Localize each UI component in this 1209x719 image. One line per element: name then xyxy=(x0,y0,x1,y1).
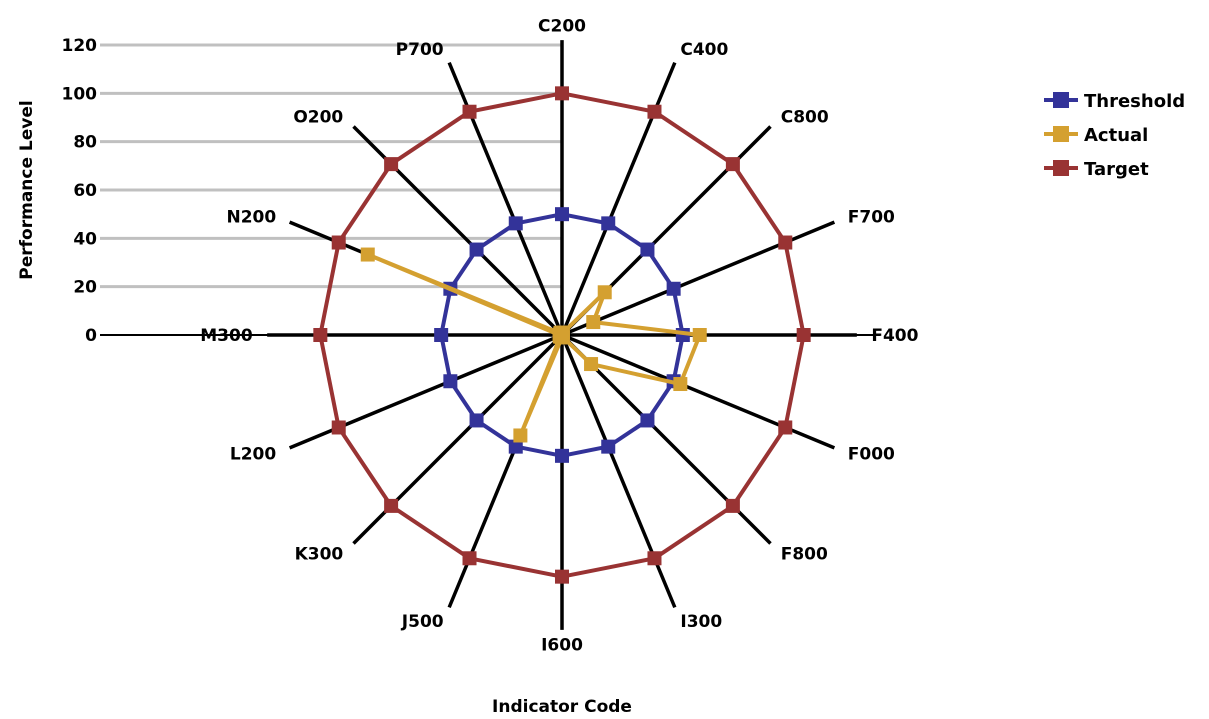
y-tick-label: 120 xyxy=(62,36,98,56)
data-point-target xyxy=(725,157,740,172)
legend-label: Threshold xyxy=(1084,91,1185,112)
legend-label: Target xyxy=(1084,159,1149,180)
data-point-target xyxy=(313,328,328,342)
category-label: F700 xyxy=(848,208,895,228)
data-point-target xyxy=(384,498,399,513)
data-point-actual xyxy=(513,428,528,443)
data-point-target xyxy=(778,235,793,250)
category-label: F800 xyxy=(781,545,828,565)
data-point-target xyxy=(555,86,569,101)
legend-marker xyxy=(1053,126,1069,142)
data-point-threshold xyxy=(508,216,523,231)
category-label: M300 xyxy=(200,326,253,346)
data-point-actual xyxy=(673,377,688,392)
category-label: I600 xyxy=(541,635,583,655)
data-point-threshold xyxy=(469,242,484,257)
legend-label: Actual xyxy=(1084,125,1148,146)
category-label: F000 xyxy=(848,444,895,464)
data-point-target xyxy=(647,551,662,566)
category-label: L200 xyxy=(230,444,276,464)
y-tick-labels: 0 20 40 60 80 100 120 xyxy=(62,36,98,346)
legend-marker xyxy=(1053,92,1069,108)
category-label: N200 xyxy=(226,208,276,228)
data-point-target xyxy=(331,235,346,250)
data-point-target xyxy=(778,420,793,435)
data-point-actual xyxy=(584,357,599,372)
data-point-target xyxy=(462,551,477,566)
category-labels: C200 C400 C800 F700 F400 F000 F800 I300 I600 J500… xyxy=(200,17,918,656)
data-series xyxy=(313,86,811,584)
data-point-threshold xyxy=(443,374,458,389)
data-point-actual xyxy=(360,247,375,262)
legend-marker xyxy=(1053,160,1069,176)
category-label: P700 xyxy=(396,40,444,60)
category-label: I300 xyxy=(680,612,722,632)
data-point-threshold xyxy=(469,413,484,428)
data-point-threshold xyxy=(666,281,681,296)
category-label: K300 xyxy=(295,545,344,565)
category-label: C400 xyxy=(680,40,728,60)
y-tick-label: 80 xyxy=(73,133,97,153)
data-point-target xyxy=(725,498,740,513)
data-point-threshold xyxy=(601,216,616,231)
data-point-threshold xyxy=(434,328,449,342)
data-point-target xyxy=(796,328,811,342)
category-label: F400 xyxy=(871,326,918,346)
x-axis-title: Indicator Code xyxy=(492,697,632,717)
data-point-actual xyxy=(554,325,569,340)
data-point-target xyxy=(555,569,569,584)
data-point-threshold xyxy=(601,439,616,454)
data-point-target xyxy=(647,104,662,119)
data-point-threshold xyxy=(640,242,655,257)
y-tick-label: 20 xyxy=(73,278,97,298)
data-point-threshold xyxy=(555,207,569,222)
y-tick-label: 40 xyxy=(73,229,97,249)
y-tick-label: 100 xyxy=(62,84,98,104)
y-tick-label: 0 xyxy=(85,326,97,346)
data-point-actual xyxy=(586,315,601,330)
y-axis-title: Performance Level xyxy=(17,100,37,279)
y-gridlines xyxy=(100,43,880,336)
data-point-threshold xyxy=(640,413,655,428)
data-point-actual xyxy=(597,285,612,300)
category-label: O200 xyxy=(293,107,343,127)
data-point-actual xyxy=(692,328,707,342)
data-point-threshold xyxy=(508,439,523,454)
category-label: C800 xyxy=(781,107,829,127)
y-tick-label: 60 xyxy=(73,181,97,201)
data-point-threshold xyxy=(555,448,569,463)
data-point-target xyxy=(462,104,477,119)
data-point-target xyxy=(331,420,346,435)
data-point-target xyxy=(384,157,399,172)
category-label: J500 xyxy=(401,612,444,632)
legend: Threshold Actual Target xyxy=(1044,91,1185,180)
category-label: C200 xyxy=(538,17,586,37)
